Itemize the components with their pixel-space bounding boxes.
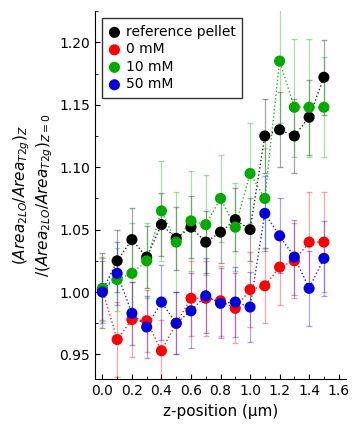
50 mM: [173, 320, 179, 327]
0 mM: [188, 295, 194, 302]
reference pellet: [306, 114, 312, 121]
50 mM: [277, 233, 283, 240]
50 mM: [262, 210, 268, 217]
50 mM: [203, 292, 209, 299]
50 mM: [158, 298, 164, 305]
reference pellet: [114, 258, 120, 264]
reference pellet: [233, 216, 238, 223]
reference pellet: [173, 235, 179, 242]
0 mM: [203, 295, 209, 302]
0 mM: [173, 320, 179, 327]
10 mM: [129, 270, 135, 277]
reference pellet: [188, 224, 194, 230]
0 mM: [99, 286, 105, 293]
10 mM: [292, 104, 297, 111]
0 mM: [218, 298, 224, 304]
reference pellet: [292, 132, 297, 139]
reference pellet: [277, 126, 283, 133]
10 mM: [262, 195, 268, 202]
10 mM: [306, 104, 312, 111]
10 mM: [158, 207, 164, 214]
Legend: reference pellet, 0 mM, 10 mM, 50 mM: reference pellet, 0 mM, 10 mM, 50 mM: [102, 18, 242, 98]
10 mM: [203, 221, 209, 228]
50 mM: [144, 324, 149, 331]
50 mM: [129, 310, 135, 317]
0 mM: [247, 286, 253, 293]
0 mM: [262, 283, 268, 289]
50 mM: [306, 285, 312, 292]
0 mM: [158, 347, 164, 354]
reference pellet: [144, 254, 149, 261]
50 mM: [188, 307, 194, 314]
0 mM: [114, 336, 120, 343]
reference pellet: [158, 221, 164, 228]
0 mM: [129, 316, 135, 323]
10 mM: [99, 285, 105, 292]
X-axis label: z-position (μm): z-position (μm): [163, 404, 278, 419]
10 mM: [144, 258, 149, 264]
10 mM: [277, 58, 283, 64]
reference pellet: [218, 229, 224, 236]
50 mM: [292, 254, 297, 261]
0 mM: [321, 239, 327, 246]
reference pellet: [203, 239, 209, 246]
Y-axis label: $(Area_{2LO}/Area_{T2g})_Z$
$/ (Area_{2LO}/Area_{T2g})_{Z=0}$: $(Area_{2LO}/Area_{T2g})_Z$ $/ (Area_{2L…: [11, 114, 55, 277]
50 mM: [247, 304, 253, 310]
0 mM: [144, 317, 149, 324]
reference pellet: [321, 74, 327, 81]
reference pellet: [129, 236, 135, 243]
10 mM: [188, 218, 194, 224]
reference pellet: [247, 226, 253, 233]
50 mM: [99, 289, 105, 295]
reference pellet: [262, 132, 268, 139]
10 mM: [173, 239, 179, 246]
0 mM: [233, 305, 238, 312]
10 mM: [321, 104, 327, 111]
reference pellet: [99, 287, 105, 294]
10 mM: [247, 170, 253, 177]
10 mM: [218, 195, 224, 202]
50 mM: [218, 300, 224, 307]
0 mM: [306, 239, 312, 246]
50 mM: [233, 298, 238, 305]
0 mM: [292, 258, 297, 264]
10 mM: [114, 276, 120, 283]
50 mM: [114, 270, 120, 277]
10 mM: [233, 224, 238, 230]
50 mM: [321, 255, 327, 262]
0 mM: [277, 264, 283, 270]
